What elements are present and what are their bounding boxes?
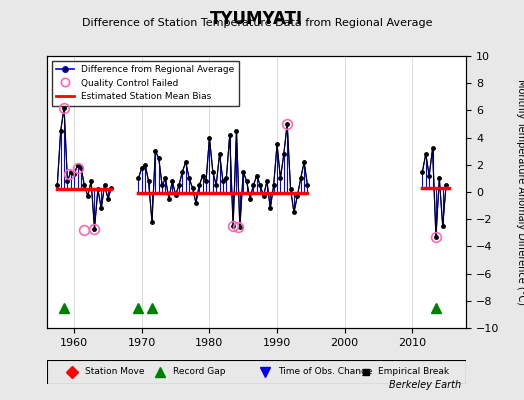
Text: TYUMYATI: TYUMYATI: [210, 10, 303, 28]
Text: Berkeley Earth: Berkeley Earth: [389, 380, 461, 390]
Text: Time of Obs. Change: Time of Obs. Change: [278, 368, 372, 376]
Text: Station Move: Station Move: [85, 368, 145, 376]
Text: Difference of Station Temperature Data from Regional Average: Difference of Station Temperature Data f…: [82, 18, 432, 28]
Text: Record Gap: Record Gap: [173, 368, 225, 376]
Text: Empirical Break: Empirical Break: [378, 368, 450, 376]
Legend: Difference from Regional Average, Quality Control Failed, Estimated Station Mean: Difference from Regional Average, Qualit…: [52, 60, 239, 106]
Y-axis label: Monthly Temperature Anomaly Difference (°C): Monthly Temperature Anomaly Difference (…: [516, 79, 524, 305]
